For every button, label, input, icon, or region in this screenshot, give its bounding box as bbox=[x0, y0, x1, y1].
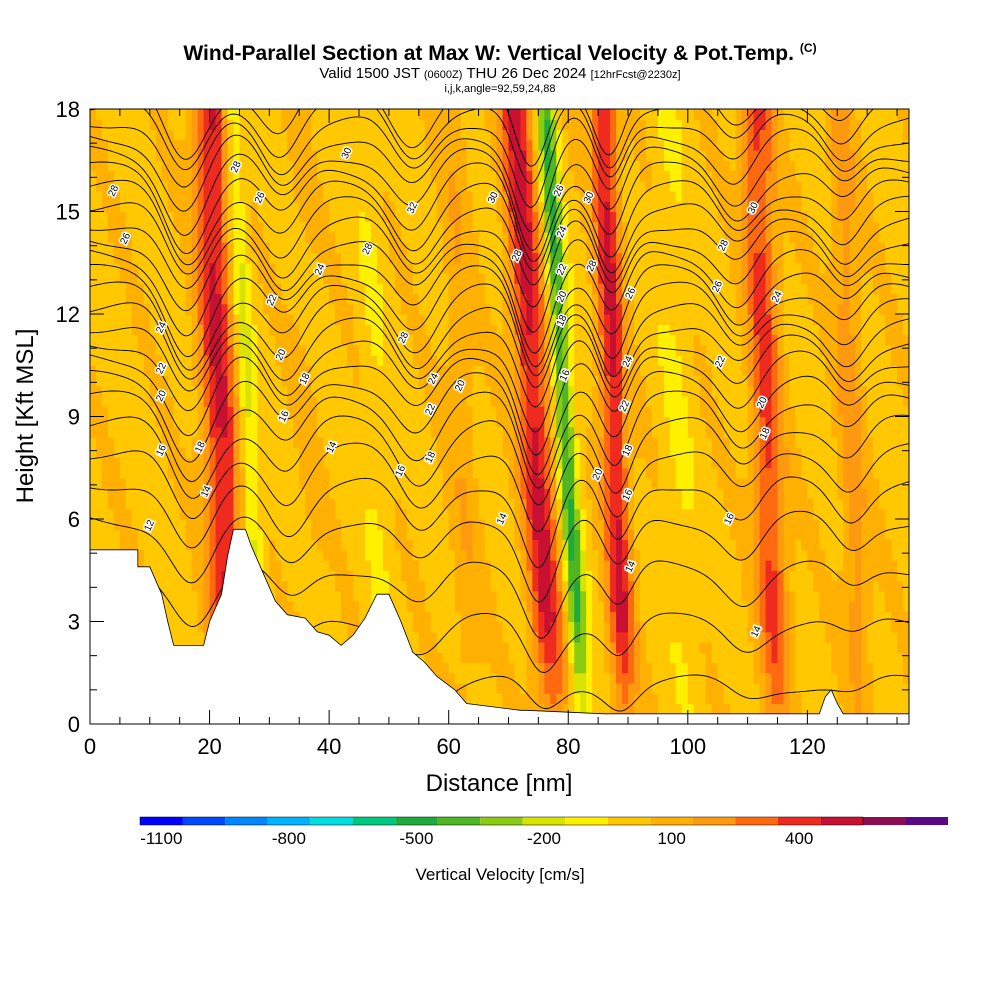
theta-contour-line bbox=[90, 216, 909, 308]
title-block: Wind-Parallel Section at Max W: Vertical… bbox=[0, 36, 1000, 95]
colorbar-swatch bbox=[140, 817, 183, 825]
theta-contour-line bbox=[90, 370, 909, 476]
theta-contour-line bbox=[90, 109, 874, 184]
colorbar-swatch bbox=[650, 817, 693, 825]
colorbar-label: Vertical Velocity [cm/s] bbox=[415, 865, 584, 884]
theta-contour-line bbox=[90, 145, 909, 251]
theta-contour-line bbox=[90, 264, 909, 368]
colorbar-tick-label: 100 bbox=[657, 829, 685, 848]
x-tick-label: 40 bbox=[317, 734, 341, 759]
theta-contour-line bbox=[90, 317, 909, 408]
theta-contour-line bbox=[90, 179, 909, 271]
y-tick-label: 6 bbox=[68, 507, 80, 532]
y-tick-label: 18 bbox=[56, 97, 80, 122]
colorbar-tick-label: -500 bbox=[399, 829, 433, 848]
theta-contour-line bbox=[90, 442, 909, 533]
colorbar: -1100 -800 -500 -200 100 400 bbox=[139, 816, 948, 848]
theta-contour-line bbox=[90, 350, 909, 456]
y-tick-label: 15 bbox=[56, 200, 80, 225]
theta-contour-line bbox=[90, 298, 909, 389]
theta-contour-line bbox=[90, 414, 909, 506]
colorbar-swatch bbox=[225, 817, 268, 825]
colorbar-swatch bbox=[182, 817, 225, 825]
chart-title-line: Wind-Parallel Section at Max W: Vertical… bbox=[0, 36, 1000, 66]
colorbar-swatch bbox=[777, 817, 821, 825]
colorbar-tick-label: -800 bbox=[272, 829, 306, 848]
theta-contour-line bbox=[90, 128, 909, 233]
x-tick-label: 120 bbox=[789, 734, 826, 759]
valid-date: THU 26 Dec 2024 bbox=[466, 65, 587, 82]
theta-contour-line bbox=[90, 113, 909, 208]
x-tick-label: 20 bbox=[197, 734, 221, 759]
valid-time-line: Valid 1500 JST (0600Z) THU 26 Dec 2024 [… bbox=[0, 66, 1000, 83]
theta-contour-line bbox=[90, 231, 909, 333]
theta-contours bbox=[90, 109, 909, 713]
colorbar-swatch bbox=[480, 817, 523, 825]
colorbar-swatch bbox=[437, 817, 481, 825]
x-axis-label: Distance [nm] bbox=[426, 770, 573, 797]
axes: 0 20 40 60 80 100 120 0 3 6 9 12 15 18 bbox=[56, 97, 909, 759]
y-tick-label: 3 bbox=[68, 610, 80, 635]
colorbar-tick-label: -200 bbox=[527, 829, 561, 848]
x-tick-label: 100 bbox=[669, 734, 706, 759]
theta-contour-line bbox=[90, 195, 909, 286]
terrain bbox=[90, 528, 909, 724]
copyright-mark: (C) bbox=[799, 41, 817, 55]
theta-contour-line bbox=[90, 476, 909, 569]
y-axis-label: Height [Kft MSL] bbox=[12, 329, 39, 504]
theta-contour-line bbox=[90, 161, 909, 262]
colorbar-swatch bbox=[310, 817, 353, 825]
colorbar-swatch bbox=[352, 817, 396, 825]
forecast-info: [12hrFcst@2230z] bbox=[590, 69, 681, 81]
y-tick-label: 12 bbox=[56, 302, 80, 327]
theta-contour-line bbox=[90, 281, 909, 377]
valid-utc: (0600Z) bbox=[423, 69, 463, 81]
colorbar-swatch bbox=[395, 817, 438, 825]
valid-prefix: Valid 1500 JST bbox=[319, 65, 420, 82]
x-tick-label: 60 bbox=[436, 734, 460, 759]
colorbar-swatch bbox=[692, 817, 736, 825]
grid-info: i,j,k,angle=92,59,24,88 bbox=[444, 83, 556, 95]
y-tick-label: 0 bbox=[68, 712, 80, 737]
colorbar-swatch bbox=[267, 817, 311, 825]
terrain-profile bbox=[90, 528, 909, 724]
theta-contour-line bbox=[90, 249, 909, 354]
x-tick-label: 0 bbox=[84, 734, 96, 759]
velocity-field bbox=[90, 109, 909, 724]
colorbar-swatch bbox=[607, 817, 651, 825]
colorbar-tick-label: -1100 bbox=[140, 829, 182, 848]
colorbar-swatch bbox=[735, 817, 778, 825]
theta-contour-line bbox=[90, 390, 909, 489]
colorbar-swatch bbox=[863, 817, 906, 825]
theta-contour-line bbox=[90, 334, 909, 433]
colorbar-tick-label: 400 bbox=[785, 829, 813, 848]
theta-contour-line bbox=[90, 510, 909, 603]
colorbar-swatch bbox=[905, 817, 948, 825]
colorbar-swatch bbox=[565, 817, 608, 825]
colorbar-swatch bbox=[820, 817, 863, 825]
colorbar-swatch bbox=[522, 817, 566, 825]
x-tick-label: 80 bbox=[556, 734, 580, 759]
y-tick-label: 9 bbox=[68, 405, 80, 430]
chart-title: Wind-Parallel Section at Max W: Vertical… bbox=[183, 42, 794, 65]
